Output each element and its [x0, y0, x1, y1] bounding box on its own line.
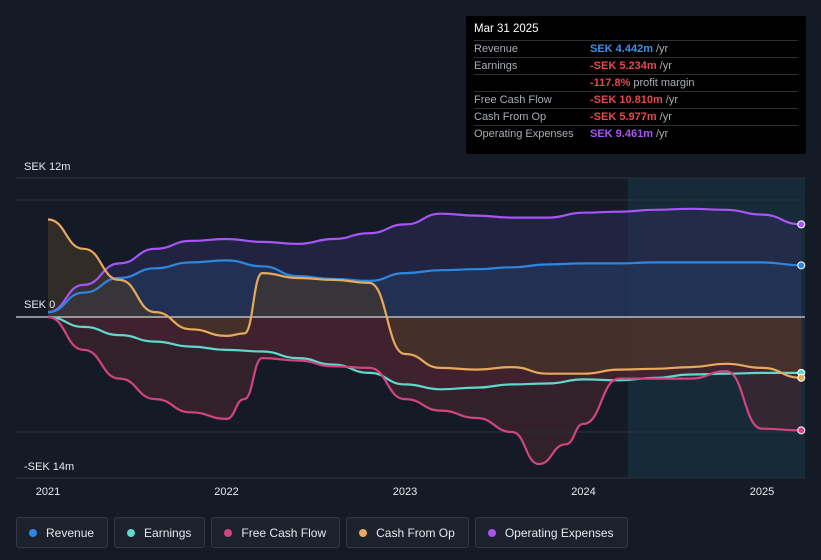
tooltip-row-value: -117.8% [590, 77, 631, 89]
tooltip-date: Mar 31 2025 [474, 23, 539, 35]
x-tick-label-2021: 2021 [36, 486, 60, 498]
x-tick-label-2022: 2022 [214, 486, 238, 498]
tooltip-row-unit: profit margin [633, 77, 695, 89]
axis-labels: SEK 12m SEK 0 -SEK 14m 2021 2022 2023 2024 2… [24, 161, 774, 498]
free-cash-flow-line [47, 315, 802, 466]
tooltip-row-value: -SEK 5.234m [590, 60, 657, 72]
legend-item-earnings[interactable]: Earnings [114, 517, 206, 548]
x-tick-label-2023: 2023 [393, 486, 417, 498]
tooltip-row-label: Revenue [474, 43, 519, 55]
legend-item-revenue[interactable]: Revenue [16, 517, 109, 548]
x-tick-label-2025: 2025 [750, 486, 774, 498]
tooltip-row-unit: /yr [655, 128, 669, 140]
legend-label: Revenue [46, 525, 95, 540]
legend-dot-icon [359, 528, 368, 537]
legend-label: Cash From Op [376, 525, 455, 540]
tooltip-row-label: Cash From Op [474, 111, 547, 123]
y-axis-label-zero: SEK 0 [24, 299, 55, 311]
tooltip-row-unit: /yr [659, 60, 672, 72]
series-fills [48, 208, 802, 464]
tooltip-row-label [474, 75, 590, 91]
legend-item-cash-from-op[interactable]: Cash From Op [346, 517, 469, 548]
tooltip-row: Earnings -SEK 5.234m/yr [474, 57, 798, 74]
revenue-line [47, 259, 802, 314]
tooltip-row-unit: /yr [659, 111, 672, 123]
tooltip-row-value: SEK 9.461m [590, 128, 653, 140]
legend-item-free-cash-flow[interactable]: Free Cash Flow [211, 517, 341, 548]
tooltip-row: -117.8% profit margin [474, 74, 798, 91]
series-end-dots [797, 220, 806, 435]
tooltip-row-label: Earnings [474, 60, 518, 72]
tooltip-row-label: Operating Expenses [474, 128, 574, 140]
y-axis-label-bottom: -SEK 14m [24, 461, 74, 473]
legend-label: Operating Expenses [504, 525, 614, 540]
legend-item-operating-expenses[interactable]: Operating Expenses [474, 517, 628, 548]
operating-expenses-end-dot [797, 220, 806, 229]
tooltip-row-label: Free Cash Flow [474, 94, 552, 106]
series-lines [47, 207, 802, 466]
legend-dot-icon [487, 528, 496, 537]
legend-dot-icon [127, 528, 136, 537]
y-axis-label-top: SEK 12m [24, 161, 70, 173]
earnings-line [47, 315, 802, 391]
tooltip-row: Revenue SEK 4.442m/yr [474, 40, 798, 57]
tooltip-row: Operating Expenses SEK 9.461m/yr [474, 125, 798, 142]
cash-from-op-line [47, 218, 802, 379]
legend-dot-icon [29, 528, 37, 537]
tooltip-row-value: -SEK 10.810m [590, 94, 663, 106]
cash-from-op-end-dot [797, 373, 806, 382]
tooltip-row: Cash From Op -SEK 5.977m/yr [474, 108, 798, 125]
tooltip-row-value: -SEK 5.977m [590, 111, 657, 123]
x-tick-label-2024: 2024 [571, 486, 595, 498]
operating-expenses-line [47, 207, 802, 314]
tooltip-row-unit: /yr [665, 94, 678, 106]
gridlines [16, 177, 805, 479]
tooltip-row-unit: /yr [655, 43, 669, 55]
free-cash-flow-end-dot [797, 426, 806, 435]
legend-dot-icon [224, 528, 233, 537]
tooltip-rows: Revenue SEK 4.442m/yr Earnings -SEK 5.234m /… [474, 40, 798, 142]
cash-from-op-area [48, 219, 802, 378]
tooltip-row-value: SEK 4.442m [590, 43, 653, 55]
legend-label: Free Cash Flow [241, 525, 327, 540]
tooltip-row: Free Cash Flow -SEK 10.810m/yr [474, 91, 798, 108]
revenue-area [48, 260, 802, 317]
revenue-end-dot [797, 261, 806, 270]
data-tooltip: Mar 31 2025 Revenue SEK 4.442m/yr Earnings… [466, 16, 806, 154]
legend-label: Earnings [144, 525, 192, 540]
chart-legend: Revenue Earnings Free Cash Flow Cash From O… [16, 517, 628, 548]
